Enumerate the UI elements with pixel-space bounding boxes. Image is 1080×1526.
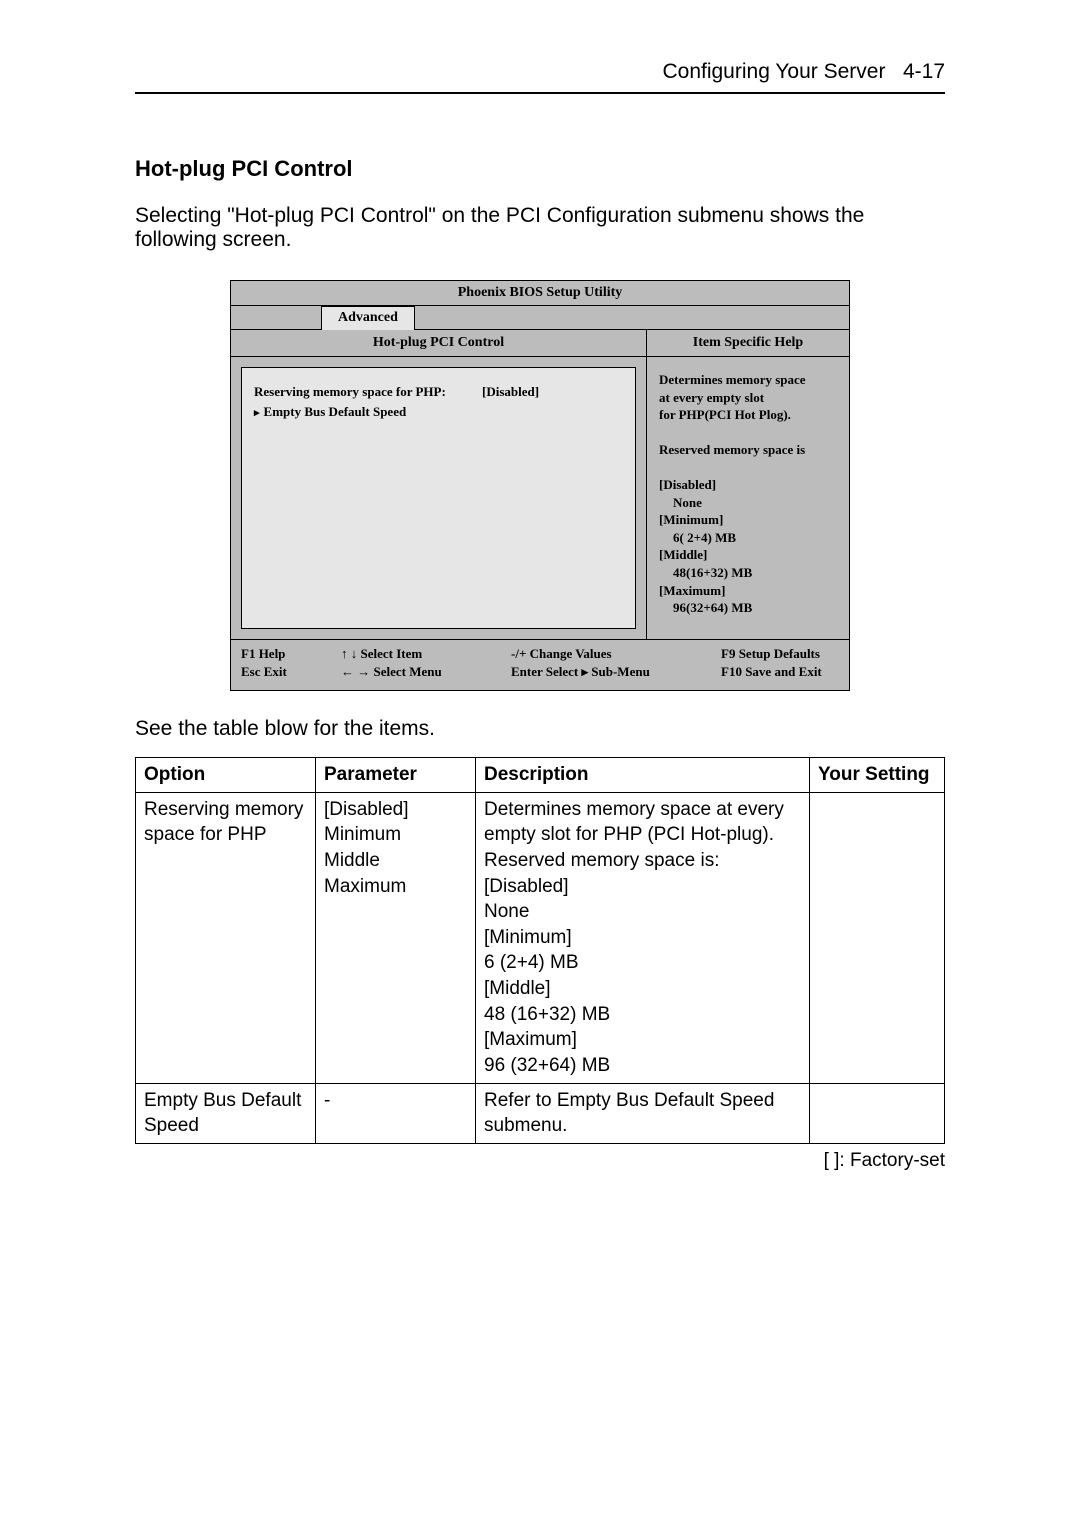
help-line: [Disabled] (659, 476, 839, 494)
help-line: at every empty slot (659, 389, 839, 407)
footer-key: ← → Select Menu (341, 664, 511, 680)
bios-options-area: Reserving memory space for PHP: [Disable… (241, 367, 636, 629)
after-bios-text: See the table blow for the items. (135, 717, 945, 741)
footer-key: Enter Select ▸ Sub-Menu (511, 664, 721, 680)
header-right: 4-17 (903, 60, 945, 83)
td-parameter: - (316, 1083, 476, 1143)
section-title: Hot-plug PCI Control (135, 156, 945, 182)
help-line: 6( 2+4) MB (659, 529, 839, 547)
th-parameter: Parameter (316, 758, 476, 793)
help-line: Reserved memory space is (659, 441, 839, 459)
intro-text: Selecting "Hot-plug PCI Control" on the … (135, 204, 945, 252)
td-setting (810, 1083, 945, 1143)
footer-key: F10 Save and Exit (721, 664, 839, 680)
help-line: [Middle] (659, 546, 839, 564)
help-line: None (659, 494, 839, 512)
bios-footer: F1 Help ↑ ↓ Select Item -/+ Change Value… (231, 640, 849, 690)
td-setting (810, 792, 945, 1083)
bios-left-pane: Hot-plug PCI Control Reserving memory sp… (231, 330, 647, 639)
help-line: for PHP(PCI Hot Plog). (659, 406, 839, 424)
bios-option-row[interactable]: Reserving memory space for PHP: [Disable… (254, 384, 623, 400)
td-option: Reserving memory space for PHP (136, 792, 316, 1083)
help-line: 96(32+64) MB (659, 599, 839, 617)
bios-option-row[interactable]: Empty Bus Default Speed (254, 404, 623, 420)
footer-key: Esc Exit (241, 664, 341, 680)
table-row: Reserving memory space for PHP [Disabled… (136, 792, 945, 1083)
bios-option-label: Empty Bus Default Speed (254, 404, 482, 420)
bios-right-pane: Item Specific Help Determines memory spa… (647, 330, 849, 639)
help-line: 48(16+32) MB (659, 564, 839, 582)
td-parameter: [Disabled] Minimum Middle Maximum (316, 792, 476, 1083)
bios-option-value: [Disabled] (482, 384, 539, 400)
bios-title: Phoenix BIOS Setup Utility (231, 281, 849, 306)
table-row: Empty Bus Default Speed - Refer to Empty… (136, 1083, 945, 1143)
bios-tab-advanced[interactable]: Advanced (321, 306, 415, 330)
td-description: Determines memory space at every empty s… (476, 792, 810, 1083)
help-line: [Minimum] (659, 511, 839, 529)
footer-key: -/+ Change Values (511, 646, 721, 662)
th-description: Description (476, 758, 810, 793)
bios-option-label: Reserving memory space for PHP: (254, 384, 482, 400)
header-left: Configuring Your Server (662, 60, 885, 83)
help-line (659, 424, 839, 442)
td-description: Refer to Empty Bus Default Speed submenu… (476, 1083, 810, 1143)
bios-help-body: Determines memory space at every empty s… (647, 357, 849, 627)
bios-submenu-title: Hot-plug PCI Control (231, 330, 646, 357)
table-header-row: Option Parameter Description Your Settin… (136, 758, 945, 793)
bios-tab-bar: Advanced (231, 306, 849, 330)
footer-key: F9 Setup Defaults (721, 646, 839, 662)
th-setting: Your Setting (810, 758, 945, 793)
help-line (659, 459, 839, 477)
footnote: [ ]: Factory-set (135, 1150, 945, 1172)
bios-screenshot: Phoenix BIOS Setup Utility Advanced Hot-… (230, 280, 850, 691)
th-option: Option (136, 758, 316, 793)
footer-key: ↑ ↓ Select Item (341, 646, 511, 662)
help-line: Determines memory space (659, 371, 839, 389)
help-line: [Maximum] (659, 582, 839, 600)
footer-key: F1 Help (241, 646, 341, 662)
page-header: Configuring Your Server 4-17 (135, 60, 945, 94)
options-table: Option Parameter Description Your Settin… (135, 757, 945, 1144)
td-option: Empty Bus Default Speed (136, 1083, 316, 1143)
bios-help-title: Item Specific Help (647, 330, 849, 357)
